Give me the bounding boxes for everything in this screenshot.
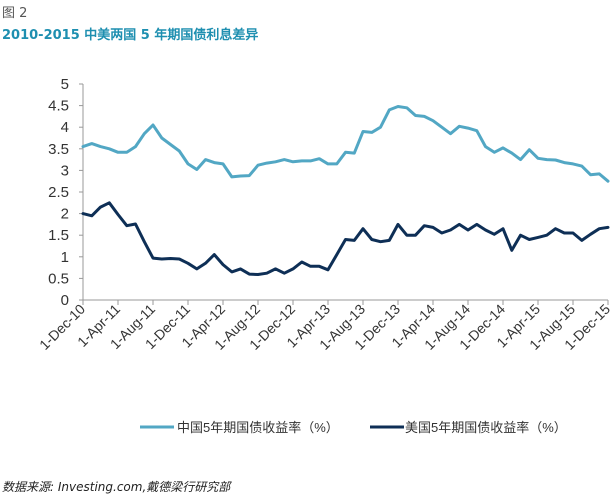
series-line-china (81, 105, 610, 183)
legend: 中国5年期国债收益率（%） 美国5年期国债收益率（%） (140, 420, 567, 435)
y-axis: 0 0.5 1 1.5 2 2.5 3 3.5 4 4.5 5 (48, 76, 84, 309)
y-tick-label: 1.5 (48, 227, 69, 244)
y-tick-label: 0 (61, 292, 69, 309)
y-tick-label: 4 (61, 119, 69, 136)
figure-label: 图 2 (2, 6, 28, 21)
y-tick-label: 4.5 (48, 98, 69, 115)
y-tick-label: 2 (61, 206, 69, 223)
legend-label: 中国5年期国债收益率（%） (177, 420, 339, 435)
series-layer (81, 105, 610, 276)
source-note: 数据来源: Investing.com,戴德梁行研究部 (2, 480, 231, 494)
legend-label: 美国5年期国债收益率（%） (405, 420, 567, 435)
y-tick-label: 3.5 (48, 141, 69, 158)
y-tick-label: 2.5 (48, 184, 69, 201)
y-tick-label: 0.5 (48, 270, 69, 287)
y-tick-label: 5 (61, 76, 69, 93)
chart-title: 2010-2015 中美两国 5 年期国债利息差异 (2, 28, 259, 43)
series-line-us (81, 201, 610, 276)
x-axis: 1-Dec-101-Apr-111-Aug-111-Dec-111-Apr-12… (36, 299, 613, 353)
y-tick-label: 3 (61, 162, 69, 179)
y-tick-label: 1 (61, 249, 69, 266)
